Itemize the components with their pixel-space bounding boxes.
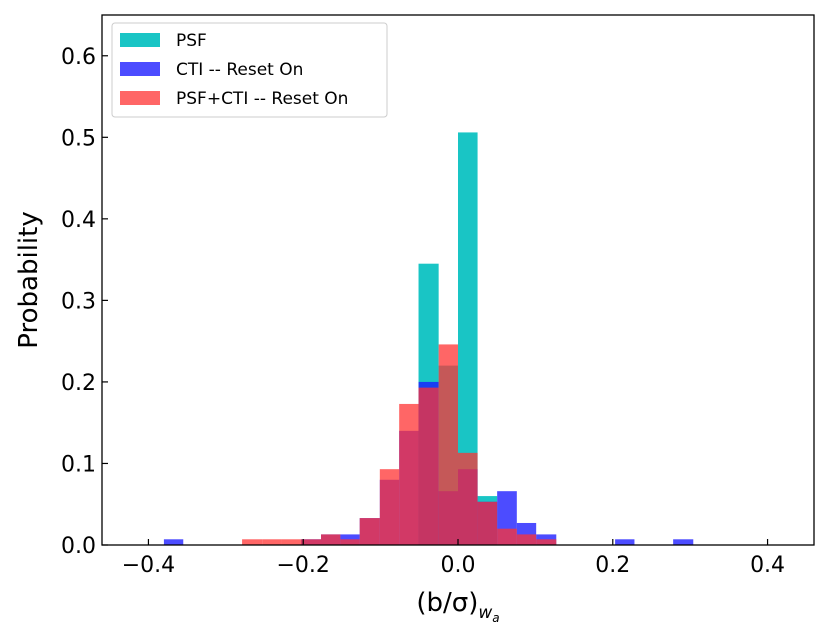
x-tick-label: −0.4 (122, 553, 175, 578)
legend-swatch-psf-cti (120, 91, 160, 105)
bar-psf-cti-reset-on-8 (399, 403, 419, 545)
ticks-layer: −0.4 −0.2 0.0 0.2 0.4 0.0 0.1 0.2 0.3 0.4 0.5 0.6 (61, 45, 785, 578)
legend-label-psf: PSF (176, 31, 207, 51)
bar-psf-cti-reset-on-13 (497, 528, 517, 545)
bar-psf-cti-reset-on-3 (300, 539, 322, 545)
y-tick-label: 0.2 (61, 371, 96, 396)
legend-frame (111, 22, 388, 118)
legend-swatch-psf (120, 33, 160, 47)
bar-psf-cti-reset-on-12 (477, 501, 498, 545)
bar-psf-cti-reset-on-10 (438, 344, 458, 545)
x-tick-label: 0.2 (595, 553, 630, 578)
y-tick-label: 0.6 (61, 45, 96, 70)
bar-psf-cti-reset-on-5 (340, 539, 360, 545)
bar-cti-reset-on-15 (673, 539, 694, 545)
bar-psf-cti-reset-on-9 (418, 387, 439, 545)
y-tick-label: 0.5 (61, 126, 96, 151)
y-axis-label: Probability (14, 211, 44, 348)
bar-psf-2 (458, 132, 478, 546)
bar-psf-cti-reset-on-7 (379, 469, 400, 545)
legend-label-cti: CTI -- Reset On (176, 60, 303, 80)
bar-psf-cti-reset-on-2 (281, 539, 301, 545)
bar-psf-cti-reset-on-4 (321, 534, 341, 545)
x-axis-label-subscript: w (478, 603, 492, 623)
bar-psf-cti-reset-on-14 (516, 534, 537, 545)
x-axis-label-main: (b/σ) (416, 588, 478, 618)
y-tick-label: 0.0 (61, 534, 96, 559)
bar-psf-cti-reset-on-11 (458, 452, 478, 545)
x-axis-label-subsubscript: a (492, 611, 499, 625)
x-tick-label: 0.0 (441, 553, 476, 578)
legend: PSF CTI -- Reset On PSF+CTI -- Reset On (111, 22, 388, 118)
legend-label-psf-cti: PSF+CTI -- Reset On (176, 89, 348, 109)
bar-psf-cti-reset-on-1 (262, 539, 282, 545)
bar-psf-cti-reset-on-6 (359, 518, 380, 545)
x-tick-label: −0.2 (277, 553, 330, 578)
y-tick-label: 0.1 (61, 452, 96, 477)
bar-psf-cti-reset-on-0 (242, 539, 263, 545)
bar-cti-reset-on-0 (163, 539, 184, 545)
bar-psf-cti-reset-on-15 (536, 539, 557, 545)
x-axis-label: (b/σ)wa (416, 588, 499, 625)
legend-swatch-cti (120, 62, 160, 76)
y-tick-label: 0.3 (61, 289, 96, 314)
bars-layer (163, 132, 694, 546)
bar-cti-reset-on-14 (615, 539, 635, 545)
x-tick-label: 0.4 (750, 553, 785, 578)
y-tick-label: 0.4 (61, 208, 96, 233)
